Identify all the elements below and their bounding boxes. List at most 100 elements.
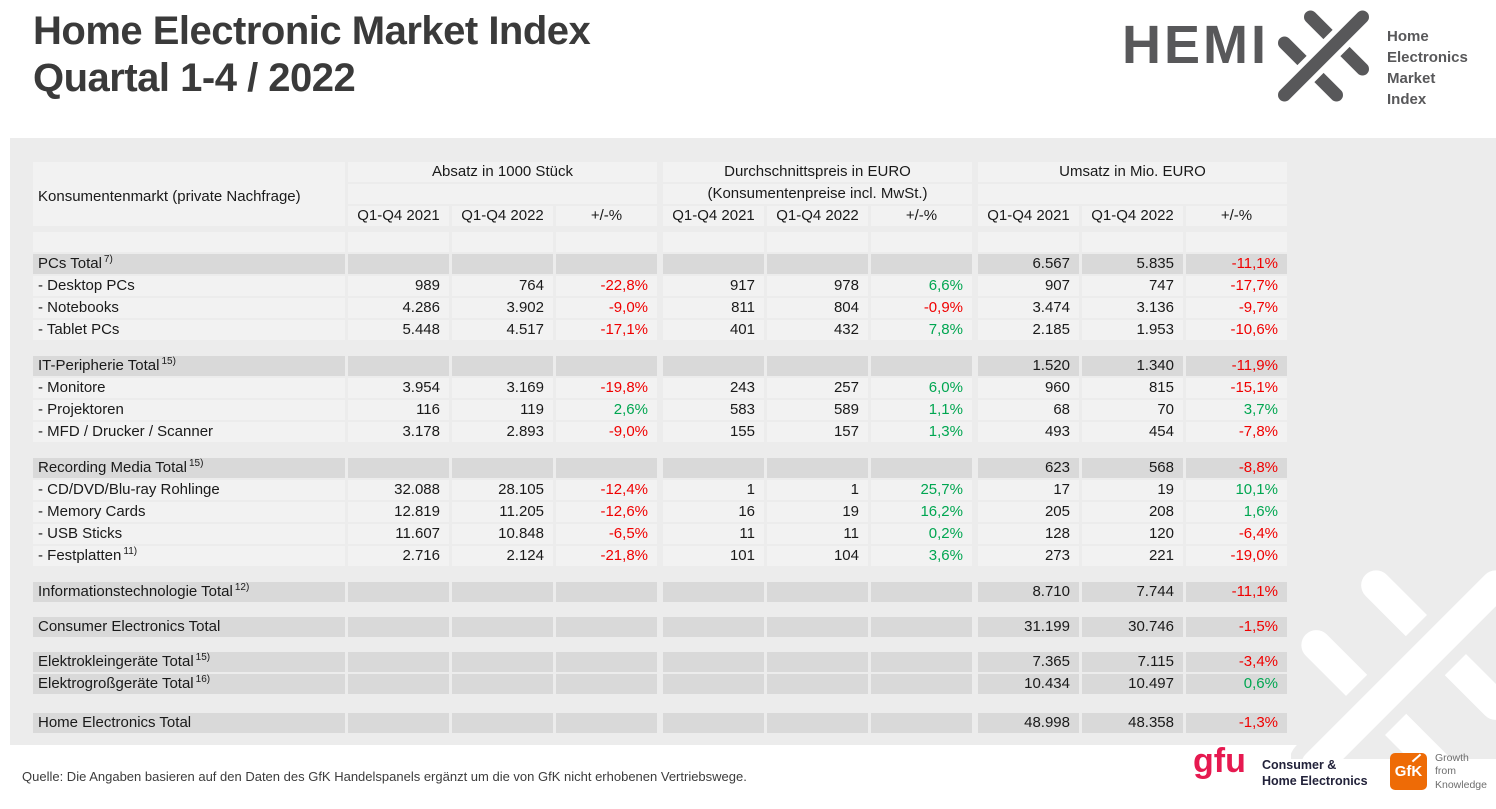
table-cell: [663, 674, 764, 694]
table-cell: -8,8%: [1186, 458, 1287, 478]
group-header-preis: Durchschnittspreis in EURO: [663, 162, 972, 182]
table-cell: 815: [1082, 378, 1183, 398]
table-cell: [348, 356, 449, 376]
table-cell: [556, 232, 657, 252]
table-row: [33, 232, 1287, 252]
gfu-label-line: Home Electronics: [1262, 774, 1368, 789]
table-cell: [348, 254, 449, 274]
table-cell: 2.124: [452, 546, 553, 566]
row-label: - Tablet PCs: [33, 320, 345, 340]
table-cell: 917: [663, 276, 764, 296]
table-cell: 11: [767, 524, 868, 544]
table-cell: [663, 652, 764, 672]
row-label-text: Elektrokleingeräte Total: [38, 653, 194, 670]
table-cell: 1: [663, 480, 764, 500]
table-cell: [663, 582, 764, 602]
row-label: - Monitore: [33, 378, 345, 398]
table-row: Recording Media Total 15) 623 568 -8,8%: [33, 458, 1287, 478]
table-cell: 70: [1082, 400, 1183, 420]
row-label-text: Recording Media Total: [38, 459, 187, 476]
table-cell: 157: [767, 422, 868, 442]
row-label-text: Elektrogroßgeräte Total: [38, 675, 194, 692]
table-cell: [663, 458, 764, 478]
table-cell: 17: [978, 480, 1079, 500]
table-cell: 48.358: [1082, 713, 1183, 733]
table-cell: 116: [348, 400, 449, 420]
row-label-text: - MFD / Drucker / Scanner: [38, 423, 214, 440]
table-cell: 3.902: [452, 298, 553, 318]
table-cell: -17,7%: [1186, 276, 1287, 296]
gfk-label-line: Knowledge: [1435, 778, 1487, 791]
table-cell: 205: [978, 502, 1079, 522]
group-header-row: Absatz in 1000 Stück Durchschnittspreis …: [348, 162, 1287, 182]
row-label-text: - USB Sticks: [38, 525, 123, 542]
row-label-text: - Festplatten: [38, 547, 122, 564]
period-header-cell: +/-%: [556, 206, 657, 226]
row-label-text: - CD/DVD/Blu-ray Rohlinge: [38, 481, 220, 498]
table-cell: [1082, 232, 1183, 252]
table-cell: 2.893: [452, 422, 553, 442]
table-cell: [767, 652, 868, 672]
table-cell: 3.136: [1082, 298, 1183, 318]
label-column-header: Konsumentenmarkt (private Nachfrage): [33, 162, 345, 206]
table-cell: 1.953: [1082, 320, 1183, 340]
table-cell: [663, 232, 764, 252]
table-cell: [767, 713, 868, 733]
footnote-marker: 15): [195, 652, 211, 663]
table-cell: 960: [978, 378, 1079, 398]
row-label: Home Electronics Total: [33, 713, 345, 733]
table-cell: [452, 674, 553, 694]
table-cell: 907: [978, 276, 1079, 296]
table-cell: 8.710: [978, 582, 1079, 602]
table-cell: -6,5%: [556, 524, 657, 544]
period-header-cell: +/-%: [1186, 206, 1287, 226]
table-cell: 48.998: [978, 713, 1079, 733]
table-row: Elektrogroßgeräte Total 16) 10.434 10.497 0,…: [33, 674, 1287, 694]
table-row: IT-Peripherie Total 15) 1.520 1.340 -11,9%: [33, 356, 1287, 376]
table-cell: 1.340: [1082, 356, 1183, 376]
table-cell: 1,1%: [871, 400, 972, 420]
group-subtitle-row: (Konsumentenpreise incl. MwSt.): [348, 184, 1287, 204]
table-row: - USB Sticks 11.607 10.848 -6,5% 11 11 0,2% 128…: [33, 524, 1287, 544]
table-cell: [871, 232, 972, 252]
row-label: Elektrokleingeräte Total 15): [33, 652, 345, 672]
table-cell: [556, 652, 657, 672]
hemix-tagline: Home Electronics Market Index: [1387, 26, 1468, 110]
hemix-wordmark: HEMI: [1122, 15, 1269, 75]
table-row: - Monitore 3.954 3.169 -19,8% 243 257 6,0% 960 8…: [33, 378, 1287, 398]
table-cell: -9,7%: [1186, 298, 1287, 318]
gfk-logo: GfK Growth from Knowledge: [1390, 752, 1487, 791]
table-cell: 568: [1082, 458, 1183, 478]
table-cell: [348, 674, 449, 694]
hemix-x-icon: [1267, 5, 1380, 111]
table-cell: 1,3%: [871, 422, 972, 442]
table-cell: [871, 254, 972, 274]
section-spacer: [33, 342, 1287, 356]
period-header-cell: Q1-Q4 2021: [663, 206, 764, 226]
footnote-marker: 15): [188, 458, 204, 469]
table-cell: 493: [978, 422, 1079, 442]
table-cell: 764: [452, 276, 553, 296]
table-cell: 32.088: [348, 480, 449, 500]
period-header-cell: Q1-Q4 2022: [1082, 206, 1183, 226]
row-label: - Festplatten 11): [33, 546, 345, 566]
table-row: - Tablet PCs 5.448 4.517 -17,1% 401 432 7,8% 2.…: [33, 320, 1287, 340]
table-cell: 7.115: [1082, 652, 1183, 672]
table-cell: [663, 713, 764, 733]
table-cell: [452, 232, 553, 252]
table-cell: 7.744: [1082, 582, 1183, 602]
gfk-wordmark-text: GfK: [1394, 763, 1423, 780]
row-label-text: - Tablet PCs: [38, 321, 120, 338]
table-cell: 208: [1082, 502, 1183, 522]
table-cell: [556, 254, 657, 274]
table-cell: 7.365: [978, 652, 1079, 672]
group-header-umsatz: Umsatz in Mio. EURO: [978, 162, 1287, 182]
period-header-cell: +/-%: [871, 206, 972, 226]
table-cell: 120: [1082, 524, 1183, 544]
table-row: Elektrokleingeräte Total 15) 7.365 7.115 -3,…: [33, 652, 1287, 672]
row-label-text: - Desktop PCs: [38, 277, 135, 294]
table-cell: [767, 254, 868, 274]
table-cell: [871, 582, 972, 602]
row-label: Consumer Electronics Total: [33, 617, 345, 637]
table-cell: 6,6%: [871, 276, 972, 296]
